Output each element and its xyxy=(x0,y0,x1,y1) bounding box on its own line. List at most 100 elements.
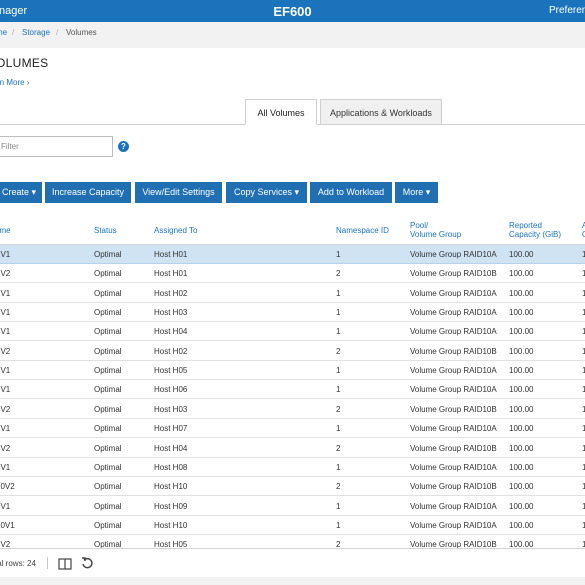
cell-extra: 1 xyxy=(582,520,585,530)
breadcrumb-separator: / xyxy=(56,28,59,37)
add-to-workload-button[interactable]: Add to Workload xyxy=(310,182,392,203)
create-button[interactable]: Create ▾ xyxy=(0,182,42,203)
cell-assigned-to: Host H01 xyxy=(154,250,188,259)
cell-extra: 1 xyxy=(582,424,585,434)
column-header-pool[interactable]: Pool/ Volume Group xyxy=(410,221,461,239)
cell-extra: 1 xyxy=(582,501,585,511)
column-header-assigned-to[interactable]: Assigned To xyxy=(154,226,198,235)
table-row[interactable]: 9V1 Optimal Host H09 1 Volume Group RAID10A 1… xyxy=(0,497,585,516)
cell-pool: Volume Group RAID10A xyxy=(410,366,497,376)
cell-reported-capacity: 100.00 xyxy=(509,288,534,298)
table-row[interactable]: 7V1 Optimal Host H07 1 Volume Group RAID10A 1… xyxy=(0,419,585,439)
columns-icon[interactable] xyxy=(58,557,72,575)
cell-status: Optimal xyxy=(94,327,122,337)
cell-volume-name: 8V1 xyxy=(0,462,11,472)
table-row[interactable]: 2V2 Optimal Host H02 2 Volume Group RAID10B 1… xyxy=(0,342,585,361)
cell-volume-name: 4V2 xyxy=(0,443,11,453)
more-button[interactable]: More ▾ xyxy=(395,182,438,203)
table-row[interactable]: 5V1 Optimal Host H05 1 Volume Group RAID10A 1… xyxy=(0,361,585,381)
cell-pool: Volume Group RAID10B xyxy=(410,443,497,453)
table-row[interactable]: 3V1 Optimal Host H03 1 Volume Group RAID10A 1… xyxy=(0,303,585,323)
table-row[interactable]: 3V2 Optimal Host H03 2 Volume Group RAID10B 1… xyxy=(0,400,585,419)
cell-volume-name: 2V2 xyxy=(0,346,11,356)
volumes-table: ame Status Assigned To Namespace ID Pool… xyxy=(0,218,585,548)
cell-assigned-to: Host H03 xyxy=(154,404,188,414)
cell-extra: 1 xyxy=(582,366,585,376)
cell-status: Optimal xyxy=(94,424,122,434)
cell-reported-capacity: 100.00 xyxy=(509,540,534,548)
cell-pool: Volume Group RAID10A xyxy=(410,385,497,395)
view-edit-settings-button[interactable]: View/Edit Settings xyxy=(135,182,222,203)
cell-namespace-id: 1 xyxy=(336,520,341,530)
cell-pool: Volume Group RAID10B xyxy=(410,404,497,414)
cell-status: Optimal xyxy=(94,346,122,356)
top-bar: nager EF600 Preferenc xyxy=(0,0,585,22)
cell-extra: 1 xyxy=(582,308,585,318)
table-row[interactable]: 1V1 Optimal Host H01 1 Volume Group RAID10A 1… xyxy=(0,245,585,264)
cell-reported-capacity: 100.00 xyxy=(509,269,534,279)
cell-status: Optimal xyxy=(94,385,122,395)
table-header: ame Status Assigned To Namespace ID Pool… xyxy=(0,218,585,245)
cell-reported-capacity: 100.00 xyxy=(509,443,534,453)
column-header-reported-capacity[interactable]: Reported Capacity (GiB) xyxy=(509,221,561,239)
cell-status: Optimal xyxy=(94,250,122,259)
tab-all-volumes[interactable]: All Volumes xyxy=(245,99,317,125)
table-row[interactable]: 8V1 Optimal Host H08 1 Volume Group RAID10A 1… xyxy=(0,458,585,477)
cell-extra: 1 xyxy=(582,288,585,298)
cell-assigned-to: Host H03 xyxy=(154,308,188,318)
filter-input[interactable]: Filter xyxy=(0,136,113,157)
cell-assigned-to: Host H02 xyxy=(154,346,188,356)
cell-assigned-to: Host H08 xyxy=(154,462,188,472)
cell-namespace-id: 1 xyxy=(336,501,341,511)
increase-capacity-button[interactable]: Increase Capacity xyxy=(45,182,131,203)
page-title: OLUMES xyxy=(0,56,49,70)
help-icon[interactable]: ? xyxy=(118,141,129,152)
cell-extra: 1 xyxy=(582,327,585,337)
cell-namespace-id: 1 xyxy=(336,250,341,259)
breadcrumb-storage[interactable]: Storage xyxy=(22,28,51,37)
refresh-icon[interactable] xyxy=(81,557,94,575)
table-row[interactable]: 4V1 Optimal Host H04 1 Volume Group RAID10A 1… xyxy=(0,322,585,342)
cell-assigned-to: Host H05 xyxy=(154,540,188,548)
cell-status: Optimal xyxy=(94,540,122,548)
cell-reported-capacity: 100.00 xyxy=(509,404,534,414)
cell-volume-name: 6V1 xyxy=(0,385,11,395)
cell-assigned-to: Host H04 xyxy=(154,327,188,337)
breadcrumb-current: Volumes xyxy=(66,28,97,37)
preferences-link[interactable]: Preferenc xyxy=(549,5,585,16)
copy-services-button[interactable]: Copy Services ▾ xyxy=(226,182,307,203)
table-row[interactable]: 4V2 Optimal Host H04 2 Volume Group RAID10B 1… xyxy=(0,439,585,458)
cell-pool: Volume Group RAID10A xyxy=(410,288,497,298)
cell-volume-name: 3V2 xyxy=(0,404,11,414)
learn-more-link[interactable]: rn More › xyxy=(0,78,30,87)
cell-extra: 1 xyxy=(582,540,585,548)
cell-volume-name: 5V1 xyxy=(0,366,11,376)
table-row[interactable]: 6V1 Optimal Host H06 1 Volume Group RAID10A 1… xyxy=(0,380,585,400)
cell-status: Optimal xyxy=(94,308,122,318)
table-row[interactable]: 2V1 Optimal Host H02 1 Volume Group RAID10A 1… xyxy=(0,284,585,303)
breadcrumb-home[interactable]: me xyxy=(0,28,8,37)
column-header-status[interactable]: Status xyxy=(94,226,117,235)
cell-pool: Volume Group RAID10B xyxy=(410,482,497,492)
cell-assigned-to: Host H10 xyxy=(154,482,188,492)
table-row[interactable]: 5V2 Optimal Host H05 2 Volume Group RAID10B 1… xyxy=(0,535,585,548)
column-header-name[interactable]: ame xyxy=(0,226,11,235)
column-header-extra-line2: C xyxy=(582,230,585,239)
column-header-extra[interactable]: A C xyxy=(582,221,585,239)
cell-assigned-to: Host H06 xyxy=(154,385,188,395)
cell-status: Optimal xyxy=(94,443,122,453)
column-header-pool-line2: Volume Group xyxy=(410,230,462,239)
cell-namespace-id: 1 xyxy=(336,327,341,337)
cell-extra: 1 xyxy=(582,482,585,492)
tab-applications-workloads[interactable]: Applications & Workloads xyxy=(320,99,442,125)
cell-reported-capacity: 100.00 xyxy=(509,520,534,530)
cell-namespace-id: 1 xyxy=(336,366,341,376)
cell-volume-name: 7V1 xyxy=(0,424,11,434)
cell-pool: Volume Group RAID10B xyxy=(410,540,497,548)
table-row[interactable]: 1V2 Optimal Host H01 2 Volume Group RAID10B 1… xyxy=(0,264,585,284)
cell-pool: Volume Group RAID10B xyxy=(410,269,497,279)
column-header-namespace-id[interactable]: Namespace ID xyxy=(336,226,389,235)
